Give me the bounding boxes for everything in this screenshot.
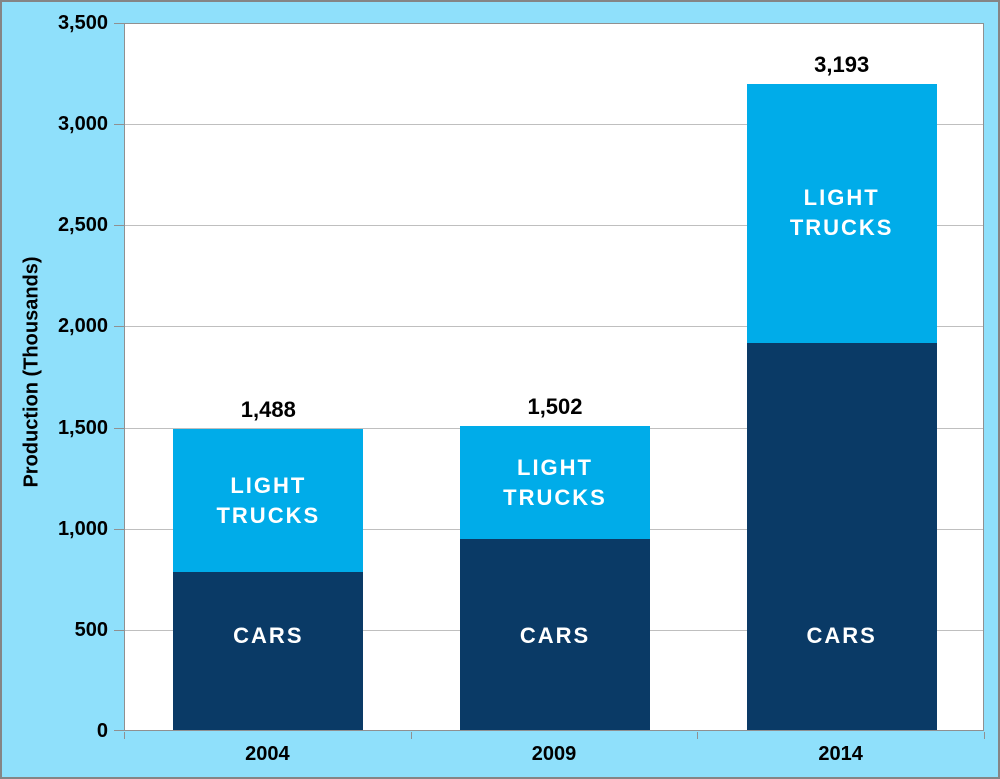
bar-2014-light-trucks-segment: LIGHT TRUCKS bbox=[746, 84, 937, 343]
y-axis-tick bbox=[114, 326, 124, 328]
plot-area: CARS LIGHT TRUCKS 1,488 CARS LIGHT TRUCKS 1,5… bbox=[124, 23, 984, 731]
bar-total-label: 1,488 bbox=[240, 396, 296, 422]
bar-2009-cars-segment: CARS bbox=[460, 538, 650, 730]
bar-2009-light-trucks-segment: LIGHT TRUCKS bbox=[460, 426, 650, 539]
x-category-label: 2009 bbox=[531, 743, 577, 765]
gridline bbox=[125, 326, 983, 328]
y-axis-tick bbox=[114, 225, 124, 227]
y-tick-label: 3,500 bbox=[57, 12, 108, 34]
bar-2004-light-trucks-segment: LIGHT TRUCKS bbox=[173, 429, 364, 573]
y-axis-tick bbox=[114, 730, 124, 731]
x-axis-tick bbox=[124, 732, 125, 739]
x-axis-tick bbox=[697, 732, 698, 739]
bar-segment-label-light-trucks: LIGHT TRUCKS bbox=[503, 454, 607, 510]
y-tick-label: 0 bbox=[96, 720, 108, 742]
y-tick-label: 2,000 bbox=[57, 315, 108, 338]
bar-segment-label-light-trucks: LIGHT TRUCKS bbox=[216, 472, 321, 528]
bar-total-label: 1,502 bbox=[527, 394, 583, 420]
x-category-label: 2004 bbox=[245, 743, 290, 765]
bar-total-label: 3,193 bbox=[814, 52, 870, 78]
bar-segment-label-cars: CARS bbox=[519, 623, 591, 648]
y-axis-tick bbox=[114, 124, 124, 126]
bar-segment-label-light-trucks: LIGHT TRUCKS bbox=[789, 185, 894, 241]
y-axis-tick bbox=[114, 427, 124, 429]
bar-segment-label-cars: CARS bbox=[233, 623, 304, 648]
x-category-label: 2014 bbox=[818, 743, 863, 765]
y-tick-label: 500 bbox=[74, 618, 108, 641]
gridline bbox=[125, 124, 983, 126]
y-axis-title: Production (Thousands) bbox=[20, 256, 43, 488]
y-tick-label: 2,500 bbox=[57, 214, 108, 237]
bar-segment-label-cars: CARS bbox=[806, 623, 877, 648]
y-tick-label: 3,000 bbox=[57, 113, 108, 136]
bar-2014-cars-segment: CARS bbox=[746, 342, 937, 730]
y-tick-label: 1,000 bbox=[57, 517, 108, 540]
x-axis-tick bbox=[984, 732, 985, 739]
y-axis-tick bbox=[114, 23, 124, 24]
y-axis-tick bbox=[114, 629, 124, 631]
x-axis-tick bbox=[411, 732, 412, 739]
bar-2004-cars-segment: CARS bbox=[173, 572, 364, 730]
y-axis-tick bbox=[114, 528, 124, 530]
gridline bbox=[125, 225, 983, 227]
y-tick-label: 1,500 bbox=[57, 416, 108, 439]
